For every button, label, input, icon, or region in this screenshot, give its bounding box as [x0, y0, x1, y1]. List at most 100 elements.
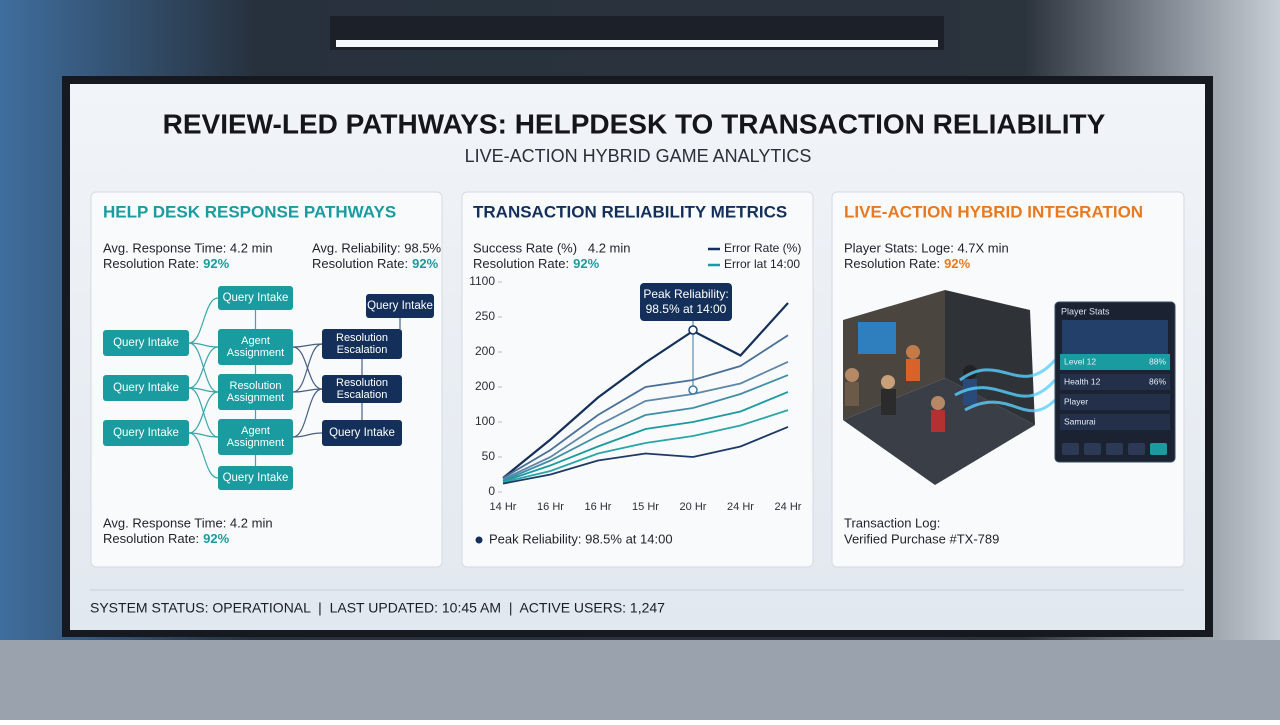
flow-node-label: Resolution Escalation [336, 377, 388, 401]
footnote: Peak Reliability: 98.5% at 14:00 [489, 531, 673, 546]
flow-node-label: Resolution Escalation [336, 332, 388, 356]
card-row [1060, 374, 1170, 390]
title: REVIEW-LED PATHWAYS: HELPDESK TO TRANSAC… [163, 108, 1106, 139]
flow-node [218, 374, 293, 410]
x-tick-label: 14 Hr [490, 501, 517, 513]
flow-edge [188, 432, 219, 479]
stat-line: Success Rate (%) 4.2 min [473, 240, 631, 255]
flow-node-label: Query Intake [329, 427, 395, 439]
y-tick-label: 250 [475, 309, 495, 323]
annotation-text: Peak Reliability: [643, 287, 728, 301]
flow-node-label: Query Intake [113, 382, 179, 394]
x-tick-label: 15 Hr [632, 501, 659, 513]
flow-node-word: Assignment [227, 347, 284, 359]
series-line [502, 391, 789, 483]
flow-node [322, 420, 402, 446]
stat-value: 92% [203, 256, 229, 271]
flow-node-label: Agent Assignment [227, 335, 284, 359]
card-button [1128, 443, 1145, 455]
card-button [1084, 443, 1101, 455]
flow-node-word: Assignment [227, 392, 284, 404]
flow-node [218, 286, 293, 310]
flow-node-word: Resolution [336, 377, 388, 389]
annotation-text: 98.5% at 14:00 [646, 302, 727, 316]
card-button [1062, 443, 1079, 455]
flow-node [218, 329, 293, 365]
card-row-label: Health 12 [1064, 376, 1101, 386]
stat-label: Resolution Rate: [312, 256, 408, 271]
card-button [1106, 443, 1123, 455]
stat-line: Resolution Rate: 92% [844, 256, 971, 271]
legend-label: Error lat 14:00 [724, 257, 800, 271]
card-row-label: Player [1064, 396, 1088, 406]
card-row [1060, 394, 1170, 410]
floor [0, 640, 1280, 720]
series-line [502, 374, 789, 482]
stat-label: Resolution Rate: [103, 256, 199, 271]
flow-node [103, 375, 189, 401]
flow-node [322, 375, 402, 403]
flow-node-word: Escalation [337, 344, 388, 356]
stat-label: Resolution Rate: [103, 531, 199, 546]
flow-edge [188, 297, 219, 344]
flow-node [218, 419, 293, 455]
card-row-value: 86% [1149, 376, 1166, 386]
card-row [1060, 354, 1170, 370]
card-banner [1062, 320, 1168, 354]
flow-edge [292, 432, 323, 438]
flow-node-label: Query Intake [113, 337, 179, 349]
flow-node [218, 466, 293, 490]
stat-label: Resolution Rate: [844, 256, 940, 271]
log-line: Verified Purchase #TX-789 [844, 531, 999, 546]
flow-edge [188, 432, 219, 438]
card-row-value: 88% [1149, 356, 1166, 366]
x-tick-label: 24 Hr [775, 501, 802, 513]
y-tick-label: 200 [475, 344, 495, 358]
flow-edge [292, 388, 323, 438]
annotation-point [688, 325, 698, 335]
flow-node-word: Resolution [336, 332, 388, 344]
stat-value: 92% [412, 256, 438, 271]
flow-node [103, 330, 189, 356]
stat-value: 92% [573, 256, 599, 271]
flow-node-label: Query Intake [367, 300, 433, 312]
card-row-label: Level 12 [1064, 356, 1096, 366]
x-tick-label: 16 Hr [585, 501, 612, 513]
series-line [502, 302, 789, 479]
flow-node-word: Resolution [230, 380, 282, 392]
stat-line: Resolution Rate: 92% [473, 256, 600, 271]
flow-node-label: Resolution Assignment [227, 380, 284, 404]
flow-node-word: Agent [241, 335, 270, 347]
footnote-dot [475, 536, 483, 544]
series-line [502, 426, 789, 485]
flow-edge [292, 343, 323, 393]
annotation-point [688, 385, 698, 395]
log-line: Transaction Log: [844, 515, 940, 530]
subtitle: LIVE-ACTION HYBRID GAME ANALYTICS [465, 146, 812, 166]
card-button [1150, 443, 1167, 455]
x-tick-label: 16 Hr [537, 501, 564, 513]
light-strip [336, 40, 938, 47]
stat-line: Avg. Reliability: 98.5% [312, 240, 442, 255]
flow-edge [188, 391, 219, 434]
series-line [502, 334, 789, 479]
x-tick-label: 24 Hr [727, 501, 754, 513]
flow-edge [292, 388, 323, 393]
stat-line: Resolution Rate: 92% [312, 256, 439, 271]
status-bar: SYSTEM STATUS: OPERATIONAL | LAST UPDATE… [90, 600, 665, 616]
stat-line: Resolution Rate: 92% [103, 531, 230, 546]
flow-node-label: Query Intake [223, 472, 289, 484]
flow-node-word: Escalation [337, 389, 388, 401]
flow-node-word: Agent [241, 425, 270, 437]
card-title: Player Stats [1061, 306, 1110, 316]
flow-node [322, 329, 402, 359]
panel-title: TRANSACTION RELIABILITY METRICS [473, 202, 787, 221]
stat-value: 92% [944, 256, 970, 271]
panel-title: LIVE-ACTION HYBRID INTEGRATION [844, 202, 1143, 221]
flow-node-label: Query Intake [113, 427, 179, 439]
flow-node [103, 420, 189, 446]
game-scene [843, 290, 1057, 485]
annotation-box [640, 283, 732, 321]
flow-edge [188, 346, 219, 389]
flow-edge [188, 387, 219, 393]
